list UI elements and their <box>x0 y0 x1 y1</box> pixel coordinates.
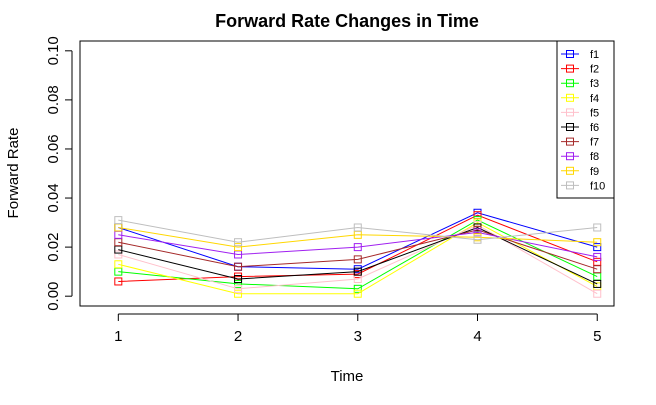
legend-marker <box>566 166 574 175</box>
series-line <box>118 212 598 270</box>
data-point <box>114 216 123 225</box>
legend-marker <box>566 79 574 88</box>
data-point <box>114 277 123 286</box>
x-tick-label: 3 <box>354 328 362 345</box>
legend-label: f8 <box>590 151 599 163</box>
y-tick-label: 0.10 <box>45 36 62 65</box>
axes: 1 2 3 4 5 0.00 0.02 0.04 0.06 0.08 0.10 <box>45 36 601 345</box>
data-point <box>593 265 602 274</box>
data-point <box>234 275 243 284</box>
data-point <box>353 255 362 264</box>
series-line <box>118 224 598 295</box>
legend-marker <box>566 181 574 190</box>
legend-label: f2 <box>590 64 599 76</box>
legend-item-f7: f7 <box>561 137 599 149</box>
legend-box <box>556 40 615 199</box>
series-line <box>118 222 598 295</box>
data-point <box>114 250 123 259</box>
data-point <box>234 262 243 271</box>
legend-marker <box>566 108 574 117</box>
data-point <box>353 243 362 252</box>
legend-label: f5 <box>590 107 599 119</box>
legend-item-f1: f1 <box>561 49 599 61</box>
legend-marker <box>566 123 574 131</box>
legend-label: f10 <box>590 180 605 192</box>
data-point <box>234 279 243 288</box>
legend: f1 f2 f3 f4 f5 f6 f7 f8 f9 f10 <box>556 40 615 199</box>
series-f9 <box>114 223 602 252</box>
legend-item-f6: f6 <box>561 122 599 134</box>
data-point <box>234 284 243 293</box>
legend-marker <box>566 152 574 161</box>
y-tick-label: 0.02 <box>45 233 62 262</box>
legend-label: f9 <box>590 166 599 178</box>
legend-item-f10: f10 <box>561 180 605 192</box>
data-point <box>353 267 362 276</box>
legend-item-f3: f3 <box>561 78 599 90</box>
legend-marker <box>566 137 574 146</box>
data-point <box>593 279 602 288</box>
legend-item-f9: f9 <box>561 166 599 178</box>
data-point <box>353 284 362 293</box>
y-tick-label: 0.06 <box>45 134 62 163</box>
data-point <box>114 260 123 269</box>
y-tick-label: 0.08 <box>45 85 62 114</box>
legend-item-f8: f8 <box>561 151 599 163</box>
y-axis-label: Forward Rate <box>5 128 22 219</box>
series-line <box>118 229 598 270</box>
data-point <box>234 238 243 247</box>
series-line <box>118 226 598 285</box>
y-tick-label: 0.04 <box>45 183 62 212</box>
data-point <box>593 252 602 261</box>
x-tick-label: 2 <box>234 328 242 345</box>
legend-item-f4: f4 <box>561 93 599 105</box>
data-point <box>593 272 602 281</box>
data-point <box>593 223 602 232</box>
series-line <box>118 219 598 243</box>
data-point <box>353 223 362 232</box>
x-tick-label: 1 <box>114 328 122 345</box>
data-point <box>593 238 602 247</box>
series-f6 <box>114 223 602 288</box>
legend-label: f4 <box>590 93 599 105</box>
data-point <box>473 235 482 244</box>
legend-label: f7 <box>590 137 599 149</box>
legend-item-f5: f5 <box>561 107 599 119</box>
legend-marker <box>566 50 574 58</box>
chart-title: Forward Rate Changes in Time <box>215 11 479 31</box>
legend-marker <box>566 64 574 73</box>
series-line <box>118 231 598 258</box>
data-point <box>593 257 602 266</box>
series-layer <box>114 208 602 298</box>
data-point <box>234 289 243 298</box>
legend-label: f1 <box>590 49 599 61</box>
data-point <box>234 243 243 252</box>
legend-item-f2: f2 <box>561 64 599 76</box>
data-point <box>593 243 602 252</box>
series-line <box>118 227 598 248</box>
x-tick-label: 5 <box>593 328 601 345</box>
legend-label: f6 <box>590 122 599 134</box>
series-f10 <box>114 216 602 247</box>
y-tick-label: 0.00 <box>45 282 62 311</box>
data-point <box>593 289 602 298</box>
data-point <box>353 289 362 298</box>
x-tick-label: 4 <box>473 328 481 345</box>
legend-label: f3 <box>590 78 599 90</box>
series-line <box>118 214 598 282</box>
data-point <box>593 282 602 291</box>
x-axis-label: Time <box>331 368 364 385</box>
legend-marker <box>566 93 574 102</box>
